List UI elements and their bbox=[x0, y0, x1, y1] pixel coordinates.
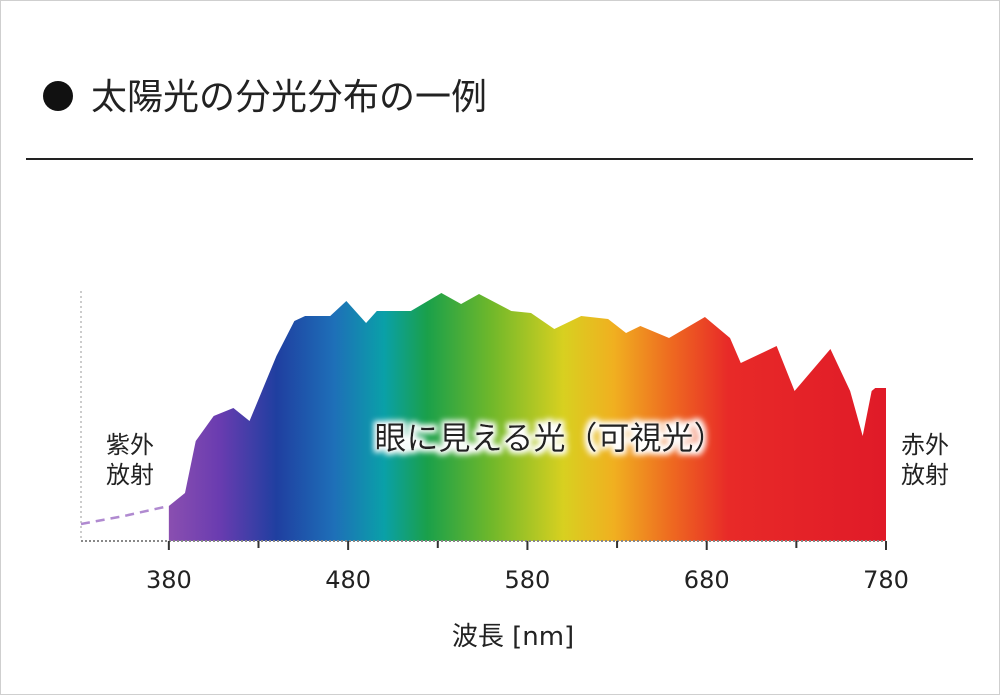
x-tick-label: 780 bbox=[863, 566, 909, 594]
spectrum-area bbox=[168, 293, 887, 541]
x-axis-label: 波長 [nm] bbox=[452, 622, 574, 652]
x-tick-label: 380 bbox=[146, 566, 192, 594]
uv-curve bbox=[80, 504, 170, 526]
chart-title: 太陽光の分光分布の一例 bbox=[91, 77, 487, 118]
ir-label: 放射 bbox=[901, 461, 949, 489]
uv-label: 紫外 bbox=[106, 431, 154, 459]
ir-label: 赤外 bbox=[901, 431, 949, 459]
uv-label: 放射 bbox=[106, 461, 154, 489]
plot bbox=[80, 293, 887, 541]
x-tick-label: 580 bbox=[505, 566, 551, 594]
x-tick-label: 680 bbox=[684, 566, 730, 594]
visible-label: 眼に見える光（可視光） bbox=[374, 419, 725, 457]
title-bullet bbox=[43, 81, 73, 111]
x-tick-label: 480 bbox=[325, 566, 371, 594]
